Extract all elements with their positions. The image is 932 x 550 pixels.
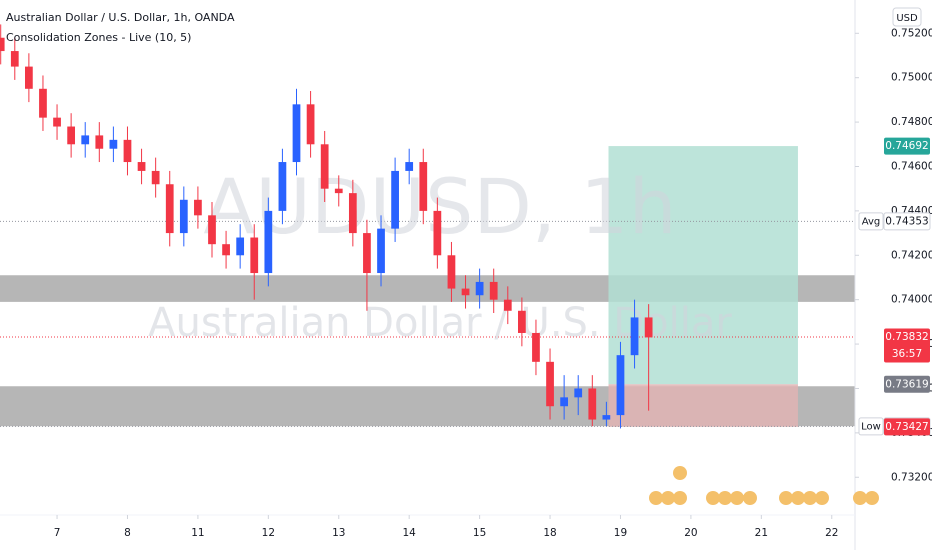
y-tick-label: 0.74800 [891,116,932,128]
candle-body [222,244,230,256]
candle-body [179,199,188,234]
candle-body [348,193,357,234]
price-label: 0.73619 [885,378,928,390]
price-tag: Avg [862,216,881,227]
price-label: 0.73427 [885,421,928,433]
y-tick-label: 0.74200 [891,249,932,261]
price-tag: Low [861,421,881,432]
candle-body [334,188,343,194]
candle-body [95,135,104,149]
candle-body [363,233,371,274]
y-tick-label: 0.74000 [891,294,932,306]
price-label-box [884,328,930,363]
x-tick-label: 20 [684,527,697,539]
y-tick-label: 0.74600 [891,160,932,172]
y-tick-label: 0.75200 [891,27,932,39]
price-label-box [884,137,930,155]
candle-body [503,299,512,311]
candle-body [320,144,329,189]
candle-body [616,355,625,416]
candle-body [644,317,653,338]
price-tag-box [858,212,884,231]
price-label-box [884,375,930,393]
indicator-label: Consolidation Zones - Live (10, 5) [6,31,191,44]
candle-body [532,332,540,362]
candle-body [433,210,442,256]
x-tick-label: 8 [124,527,131,539]
price-label-box [884,418,930,436]
candle-body [630,317,639,356]
y-tick-label: 0.75000 [891,72,932,84]
candle-body [574,388,583,398]
candle-body [25,66,33,89]
x-tick-label: 7 [54,527,61,539]
candle-body [405,162,414,171]
y-tick-label: 0.73200 [891,471,932,483]
candle-body [560,397,569,407]
candle-body [236,237,245,256]
candle-body [208,215,216,245]
event-icons [649,466,879,505]
countdown-label: 36:57 [892,348,922,360]
candle-body [461,288,470,296]
x-tick-label: 21 [755,527,768,539]
candle-body [165,184,174,234]
watermark-name: Australian Dollar / U.S. Dollar [148,300,732,346]
candle-body [391,170,399,229]
x-tick-label: 13 [332,527,345,539]
price-label: 0.73832 [885,331,928,343]
candle-body [151,170,160,185]
x-tick-label: 11 [191,527,204,539]
candle-body [53,117,61,127]
candle-body [602,415,611,420]
candle-body [377,228,385,274]
candle-body [123,139,132,163]
candle-body [0,37,5,52]
chart-title: Australian Dollar / U.S. Dollar, 1h, OAN… [6,11,235,24]
candle-body [278,162,287,211]
candle-body [250,237,259,274]
currency-label[interactable]: USD [896,13,918,24]
candle-body [264,210,273,274]
x-tick-label: 22 [825,527,838,539]
candle-body [67,126,76,145]
candle-body [306,104,315,145]
candle-body [194,199,202,216]
candle-body [475,281,484,296]
x-tick-label: 14 [403,527,417,539]
x-tick-label: 12 [262,527,275,539]
x-tick-label: 18 [543,527,556,539]
position-target [608,146,798,385]
candle-body [292,104,301,163]
candle-body [10,51,19,67]
candle-body [518,310,526,333]
currency-button[interactable] [892,7,922,27]
candle-body [588,388,597,420]
price-tag-box [858,417,884,436]
candle-body [489,281,498,300]
candle-body [137,162,146,171]
x-tick-label: 19 [614,527,627,539]
candle-body [419,162,428,211]
candle-body [81,135,90,145]
price-label-box [883,212,931,231]
candle-body [447,255,456,289]
candle-body [109,139,118,149]
position-stop [608,384,798,427]
price-label: 0.74353 [885,215,928,227]
candle-body [546,361,554,407]
price-label: 0.74692 [885,140,928,152]
x-tick-label: 15 [473,527,486,539]
candle-body [39,88,47,118]
